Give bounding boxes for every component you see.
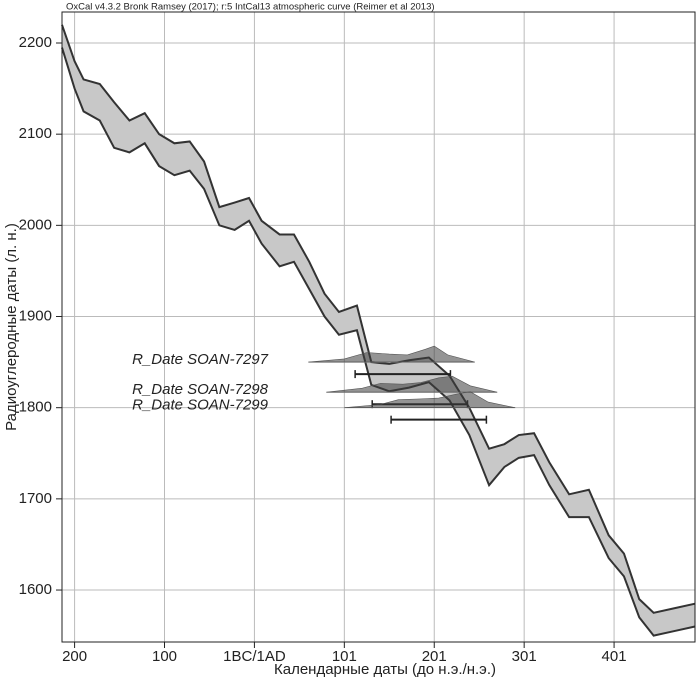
- date-label: R_Date SOAN-7297: [132, 351, 269, 368]
- y-tick-label: 1800: [19, 399, 52, 416]
- date-label: R_Date SOAN-7299: [132, 397, 269, 414]
- y-tick-label: 2100: [19, 125, 52, 142]
- y-axis-label: Радиоуглеродные даты (л. н.): [3, 223, 20, 431]
- calibrated-distribution: [344, 391, 516, 408]
- calibrated-distribution: [308, 345, 475, 363]
- x-axis-label: Календарные даты (до н.э./н.э.): [274, 661, 496, 678]
- curve-edge: [61, 24, 696, 614]
- calibrated-distribution: [326, 375, 498, 393]
- x-tick-label: 100: [152, 648, 177, 665]
- y-tick-label: 2000: [19, 216, 52, 233]
- curve-edge: [61, 47, 696, 637]
- y-tick-label: 1700: [19, 490, 52, 507]
- x-tick-label: 101: [332, 648, 357, 665]
- x-tick-label: 301: [512, 648, 537, 665]
- x-tick-label: 401: [602, 648, 627, 665]
- chart-title: OxCal v4.3.2 Bronk Ramsey (2017); r:5 In…: [66, 2, 435, 13]
- x-tick-label: 201: [422, 648, 447, 665]
- x-tick-label: 200: [62, 648, 87, 665]
- date-label: R_Date SOAN-7298: [132, 381, 269, 398]
- y-tick-label: 1900: [19, 307, 52, 324]
- plot-frame: [61, 11, 696, 643]
- x-tick-label: 1BC/1AD: [223, 648, 286, 665]
- y-tick-label: 1600: [19, 581, 52, 598]
- y-tick-label: 2200: [19, 34, 52, 51]
